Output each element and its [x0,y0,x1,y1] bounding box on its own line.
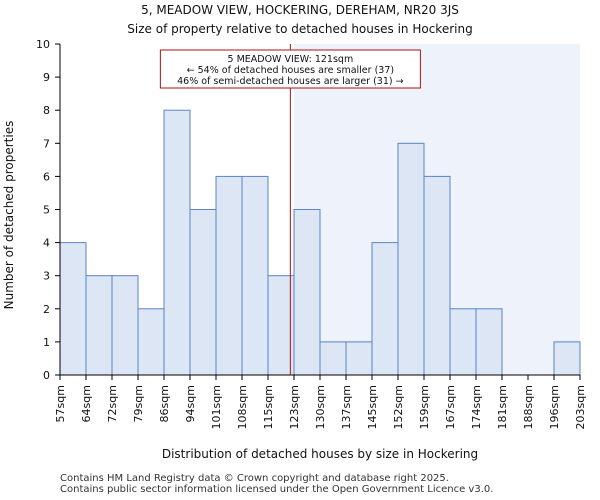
x-tick-label: 196sqm [548,385,561,429]
x-tick-label: 174sqm [470,385,483,429]
x-tick-label: 188sqm [522,385,535,429]
x-tick-label: 152sqm [392,385,405,429]
y-tick-label: 4 [43,237,50,250]
bar-101sqm [215,175,243,376]
footer-licence: Contains public sector information licen… [60,484,494,495]
chart-subtitle: Size of property relative to detached ho… [127,22,472,36]
y-tick-label: 5 [43,204,50,217]
y-tick-label: 3 [43,270,50,283]
bar-152sqm [397,142,425,376]
bar-174sqm [475,308,503,376]
bar-57sqm [59,242,87,376]
y-tick-label: 2 [43,303,50,316]
x-tick-label: 159sqm [418,385,431,429]
bar-196sqm [553,341,581,376]
x-tick-label: 79sqm [132,385,145,422]
y-tick-label: 9 [43,71,50,84]
x-tick-label: 115sqm [262,385,275,429]
bar-72sqm [111,275,139,376]
chart-title: 5, MEADOW VIEW, HOCKERING, DEREHAM, NR20… [141,3,459,17]
annotation-line-1: 5 MEADOW VIEW: 121sqm [228,54,354,65]
x-tick-label: 57sqm [54,385,67,422]
bar-123sqm [293,209,321,376]
bar-108sqm [241,175,269,376]
x-tick-label: 94sqm [184,385,197,422]
y-tick-label: 8 [43,104,50,117]
x-tick-label: 145sqm [366,385,379,429]
x-axis-label: Distribution of detached houses by size … [162,447,478,461]
y-tick-label: 1 [43,336,50,349]
x-tick-label: 101sqm [210,385,223,429]
bar-145sqm [371,242,399,376]
bar-64sqm [85,275,113,376]
x-tick-label: 123sqm [288,385,301,429]
x-tick-label: 64sqm [80,385,93,422]
x-tick-label: 137sqm [340,385,353,429]
x-tick-label: 86sqm [158,385,171,422]
bar-159sqm [423,175,451,376]
x-tick-label: 181sqm [496,385,509,429]
x-tick-label: 108sqm [236,385,249,429]
bar-130sqm [319,341,347,376]
y-axis-label: Number of detached properties [2,121,16,310]
bar-79sqm [137,308,165,376]
bar-167sqm [449,308,477,376]
y-tick-label: 10 [36,38,50,51]
bar-137sqm [345,341,373,376]
bar-115sqm [267,275,295,376]
x-tick-label: 72sqm [106,385,119,422]
footer-copyright: Contains HM Land Registry data © Crown c… [60,473,449,484]
annotation-line-3: 46% of semi-detached houses are larger (… [177,76,404,87]
x-tick-label: 203sqm [574,385,587,429]
bar-86sqm [163,109,191,376]
y-tick-label: 7 [43,137,50,150]
x-tick-label: 167sqm [444,385,457,429]
x-tick-label: 130sqm [314,385,327,429]
y-tick-label: 6 [43,170,50,183]
y-tick-label: 0 [43,369,50,382]
annotation-line-2: ← 54% of detached houses are smaller (37… [187,65,394,76]
annotation-box: 5 MEADOW VIEW: 121sqm ← 54% of detached … [159,49,421,89]
bar-94sqm [189,209,217,376]
